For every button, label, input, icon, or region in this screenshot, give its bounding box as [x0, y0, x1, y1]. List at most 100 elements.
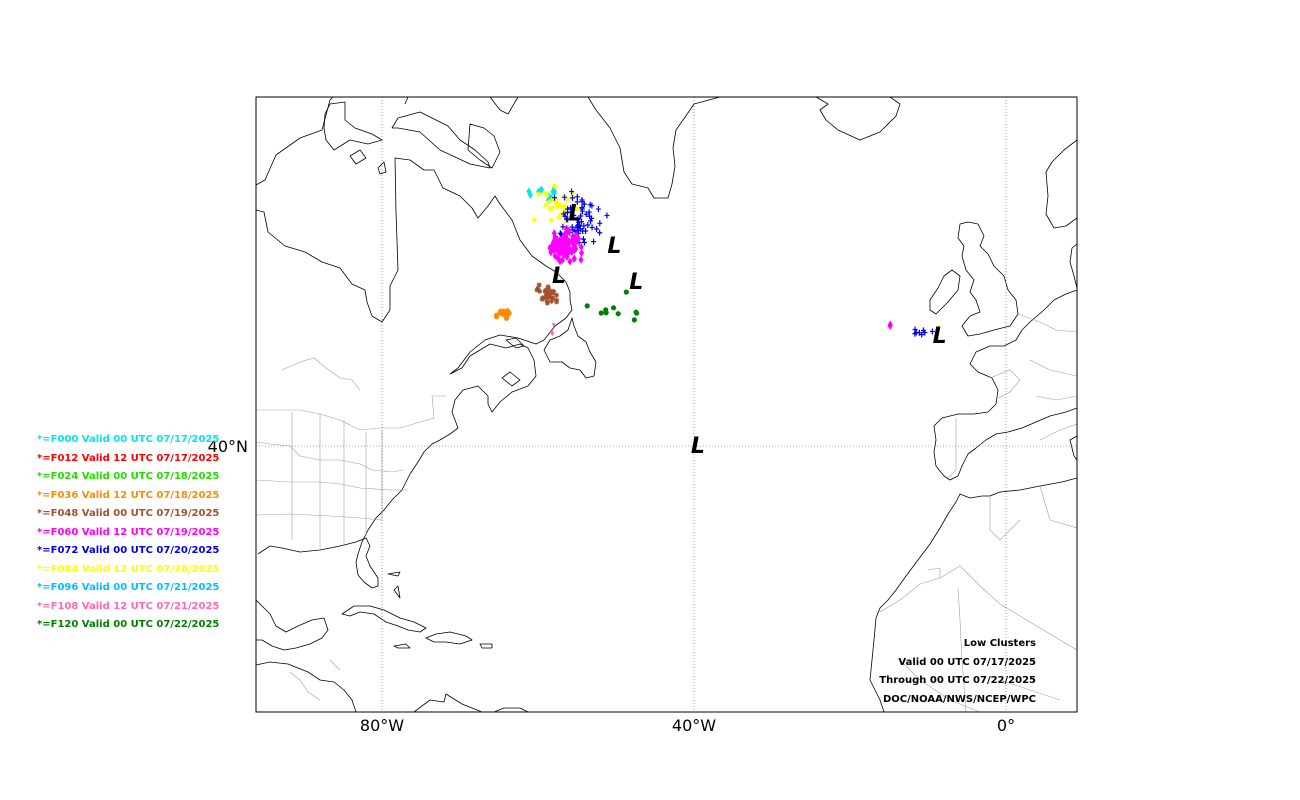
- cluster-marker: [551, 288, 557, 294]
- cluster-marker: [581, 201, 587, 208]
- cluster-marker: [597, 220, 603, 227]
- cluster-marker: [550, 238, 556, 247]
- cluster-marker: [536, 282, 542, 288]
- low-cluster-markers: [493, 183, 939, 344]
- axis-tick-labels: 80°W 40°W 0° 40°N: [208, 437, 1015, 735]
- cluster-marker: [916, 329, 922, 336]
- lon-tick-label: 40°W: [672, 716, 716, 735]
- cluster-marker: [578, 255, 584, 264]
- cluster-marker: [587, 201, 593, 208]
- cluster-marker: [543, 190, 549, 196]
- cluster-marker: [556, 214, 562, 220]
- cluster-marker: [572, 206, 578, 212]
- cluster-marker: [567, 257, 573, 266]
- cluster-marker: [531, 217, 537, 223]
- cluster-marker: [594, 225, 600, 232]
- low-center-L: L: [568, 202, 582, 227]
- cluster-marker: [504, 308, 511, 315]
- cluster-marker: [581, 239, 587, 246]
- cluster-marker: [574, 224, 580, 231]
- cluster-marker: [543, 288, 549, 294]
- cluster-marker: [564, 196, 570, 202]
- cluster-marker: [912, 326, 918, 333]
- legend-item: *=F108 Valid 12 UTC 07/21/2025: [37, 600, 220, 612]
- political-borders: [256, 313, 1077, 712]
- legend-item: *=F000 Valid 00 UTC 07/17/2025: [37, 434, 220, 445]
- lat-lon-gridlines: [256, 97, 1077, 712]
- cluster-marker: [565, 206, 571, 213]
- cluster-marker: [550, 332, 555, 337]
- legend-item: *=F096 Valid 00 UTC 07/21/2025: [37, 582, 220, 593]
- low-center-L: L: [552, 264, 566, 289]
- cluster-marker: [633, 310, 640, 316]
- cluster-marker: [585, 222, 591, 229]
- cluster-marker: [563, 208, 569, 214]
- low-center-L: L: [933, 324, 947, 349]
- lon-tick-label: 0°: [997, 716, 1015, 735]
- cluster-marker: [545, 290, 551, 296]
- lon-tick-label: 80°W: [360, 716, 404, 735]
- cluster-marker: [565, 216, 571, 223]
- cluster-marker: [550, 187, 556, 196]
- cluster-marker: [544, 300, 550, 306]
- cluster-marker: [546, 199, 552, 205]
- cluster-marker: [547, 206, 553, 212]
- cluster-marker: [543, 293, 549, 299]
- cluster-marker: [556, 241, 562, 250]
- cluster-marker: [569, 188, 575, 195]
- cluster-marker: [569, 247, 575, 256]
- cluster-marker: [574, 193, 580, 200]
- legend-item: *=F060 Valid 12 UTC 07/19/2025: [37, 526, 220, 538]
- info-valid: Valid 00 UTC 07/17/2025: [898, 656, 1036, 668]
- info-box: Low Clusters Valid 00 UTC 07/17/2025 Thr…: [879, 637, 1036, 711]
- cluster-marker: [554, 292, 560, 298]
- cluster-marker: [566, 237, 572, 246]
- cluster-marker: [560, 223, 566, 230]
- cluster-marker: [604, 212, 610, 219]
- cluster-marker: [581, 222, 587, 229]
- cluster-marker: [578, 242, 584, 251]
- legend-item: *=F024 Valid 00 UTC 07/18/2025: [37, 471, 220, 482]
- cluster-marker: [562, 194, 568, 201]
- cluster-marker: [603, 310, 609, 316]
- legend-item: *=F012 Valid 12 UTC 07/17/2025: [37, 452, 220, 464]
- cluster-marker: [540, 295, 546, 301]
- cluster-marker: [922, 329, 928, 336]
- legend-item: *=F084 Valid 12 UTC 07/20/2025: [37, 563, 220, 575]
- cluster-marker: [929, 328, 935, 335]
- cluster-marker: [548, 247, 554, 256]
- cluster-marker: [571, 212, 577, 219]
- cluster-marker: [562, 203, 568, 209]
- cluster-marker: [559, 255, 565, 264]
- cluster-marker: [568, 204, 574, 211]
- cluster-marker: [543, 202, 549, 208]
- cluster-marker: [564, 224, 570, 233]
- cluster-marker: [574, 198, 580, 205]
- cluster-marker: [542, 295, 548, 301]
- cluster-marker: [547, 293, 553, 299]
- cluster-marker: [558, 212, 564, 218]
- cluster-marker: [597, 229, 603, 236]
- cluster-marker: [570, 226, 576, 233]
- cluster-marker: [544, 193, 550, 199]
- cluster-marker: [493, 312, 500, 320]
- coastlines: [256, 97, 1077, 712]
- cluster-marker: [589, 224, 595, 231]
- cluster-marker: [580, 236, 586, 243]
- cluster-marker: [631, 317, 637, 323]
- cluster-marker: [615, 311, 621, 317]
- cluster-marker: [587, 213, 593, 220]
- low-center-L: L: [691, 434, 705, 459]
- cluster-marker: [584, 303, 590, 309]
- cluster-marker: [583, 227, 589, 234]
- cluster-marker: [569, 224, 575, 231]
- low-center-L: L: [629, 270, 643, 295]
- cluster-marker: [579, 218, 585, 225]
- cluster-marker: [552, 194, 558, 201]
- info-through: Through 00 UTC 07/22/2025: [879, 675, 1036, 686]
- cluster-marker: [557, 235, 563, 244]
- legend-item: *=F048 Valid 00 UTC 07/19/2025: [37, 508, 220, 519]
- ocean-background: [256, 97, 1077, 712]
- cluster-marker: [595, 206, 601, 213]
